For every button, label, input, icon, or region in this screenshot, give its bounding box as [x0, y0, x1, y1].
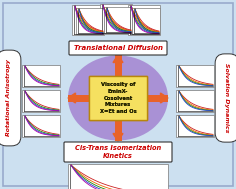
FancyBboxPatch shape — [89, 76, 147, 120]
Bar — [128, 5, 160, 35]
Text: Viscosity of
EminX-
Cosolvent
Mixtures
X=Et and Os: Viscosity of EminX- Cosolvent Mixtures X… — [100, 82, 136, 114]
Polygon shape — [113, 133, 123, 141]
Bar — [76, 8, 104, 34]
Bar — [176, 115, 214, 137]
Polygon shape — [68, 93, 76, 103]
Bar — [132, 8, 160, 34]
Ellipse shape — [68, 56, 168, 140]
Text: Solvation Dynamics: Solvation Dynamics — [224, 63, 229, 133]
Bar — [176, 90, 214, 112]
FancyBboxPatch shape — [89, 76, 147, 120]
FancyBboxPatch shape — [64, 142, 172, 162]
Text: Viscosity of
EminX-
Cosolvent
Mixtures
X=Et and Os: Viscosity of EminX- Cosolvent Mixtures X… — [100, 82, 136, 114]
Bar — [68, 164, 168, 189]
Bar — [68, 94, 168, 101]
FancyBboxPatch shape — [69, 41, 167, 55]
Bar — [22, 65, 60, 87]
Text: Cis-Trans Isomerization
Kinetics: Cis-Trans Isomerization Kinetics — [75, 145, 161, 159]
Bar — [100, 4, 132, 34]
Polygon shape — [113, 55, 123, 63]
Bar — [22, 90, 60, 112]
Text: Rotational Anisotropy: Rotational Anisotropy — [7, 60, 12, 136]
Text: Translational Diffusion: Translational Diffusion — [73, 45, 163, 51]
Bar — [72, 5, 104, 35]
Bar — [22, 115, 60, 137]
Polygon shape — [160, 93, 168, 103]
Bar — [104, 7, 132, 33]
Bar — [114, 55, 122, 141]
Bar — [176, 65, 214, 87]
